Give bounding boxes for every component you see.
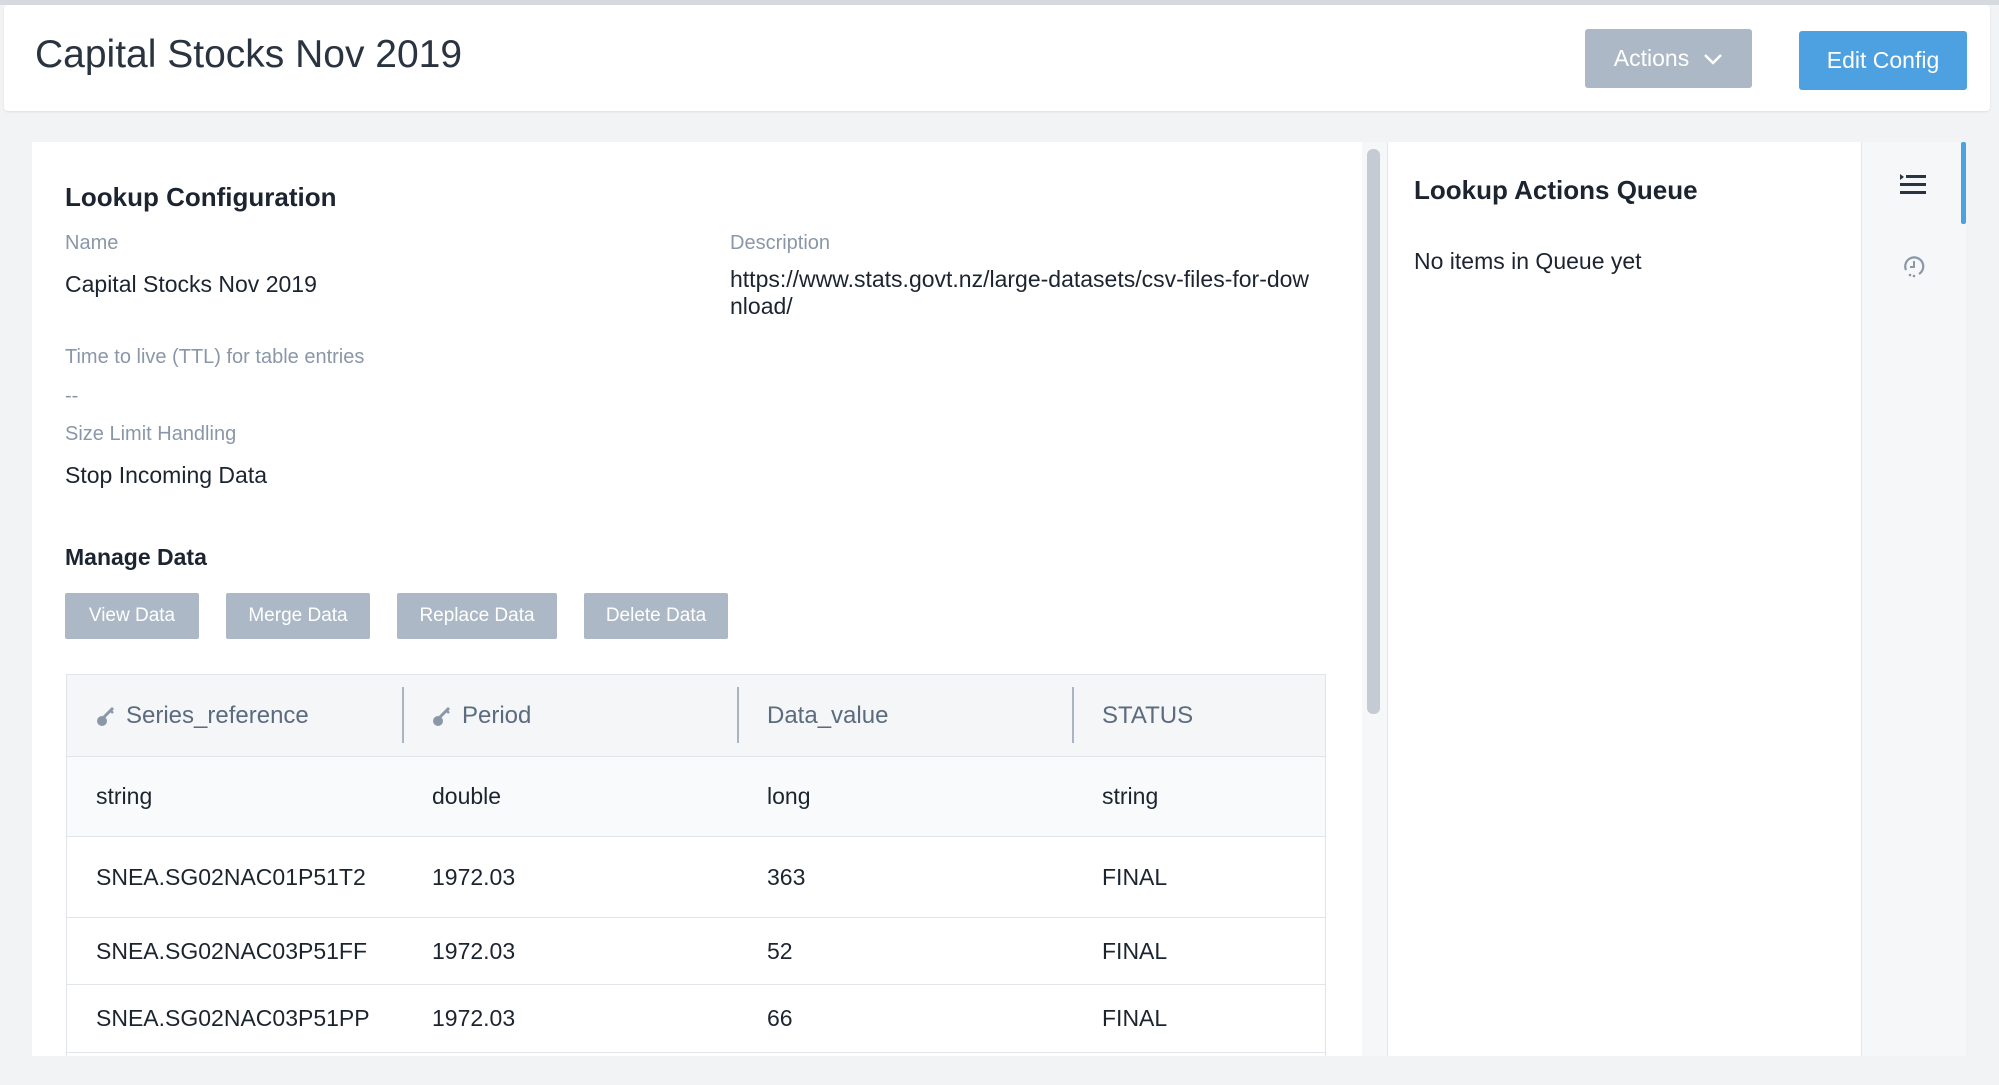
column-header-series-reference[interactable]: Series_reference <box>67 675 309 756</box>
page-header: Capital Stocks Nov 2019 <box>4 5 1990 111</box>
type-cell: string <box>1102 783 1159 809</box>
type-cell: long <box>767 783 811 809</box>
cell-data-value: 66 <box>767 1005 793 1031</box>
queue-title: Lookup Actions Queue <box>1414 175 1698 205</box>
data-table: Series_reference Period Data_value STATU… <box>66 674 1326 1056</box>
delete-data-button[interactable]: Delete Data <box>584 593 728 639</box>
column-header-data-value[interactable]: Data_value <box>767 701 889 729</box>
key-icon <box>97 706 115 726</box>
cell-data-value: 52 <box>767 937 793 964</box>
cell-series-reference: SNEA.SG02NAC01P51T2 <box>96 863 366 890</box>
view-data-button[interactable]: View Data <box>65 593 199 639</box>
cell-series-reference: SNEA.SG02NAC03P51FF <box>96 937 368 964</box>
actions-label: Actions <box>1613 45 1690 71</box>
edit-config-button[interactable]: Edit Config <box>1799 31 1967 90</box>
queue-list-icon[interactable] <box>1900 172 1926 196</box>
ttl-label: Time to live (TTL) for table entries <box>65 346 365 368</box>
ttl-value: -- <box>65 385 79 407</box>
replace-data-button[interactable]: Replace Data <box>397 593 557 639</box>
section-title: Lookup Configuration <box>65 182 337 212</box>
rail-active-indicator <box>1961 142 1966 224</box>
name-value: Capital Stocks Nov 2019 <box>65 271 317 297</box>
type-cell: string <box>96 783 153 809</box>
queue-empty-message: No items in Queue yet <box>1414 248 1642 274</box>
table-row[interactable]: SNEA.SG02NAC03P51FF 1972.03 52 FINAL <box>67 918 1325 985</box>
table-row[interactable]: SNEA.SG02NAC01P51T2 1972.03 363 FINAL <box>67 837 1325 918</box>
chevron-down-icon <box>1704 53 1723 65</box>
size-limit-value: Stop Incoming Data <box>65 462 268 488</box>
type-row: string double long string <box>67 757 1325 837</box>
page-title: Capital Stocks Nov 2019 <box>35 33 463 76</box>
cell-status: FINAL <box>1102 1005 1168 1031</box>
actions-dropdown-button[interactable]: Actions <box>1585 29 1752 88</box>
table-header-row: Series_reference Period Data_value STATU… <box>67 675 1325 757</box>
description-value: https://www.stats.govt.nz/large-datasets… <box>730 266 1310 319</box>
column-header-period[interactable]: Period <box>403 675 531 756</box>
scrollbar-thumb[interactable] <box>1367 149 1380 714</box>
column-divider[interactable] <box>402 687 404 743</box>
merge-data-button[interactable]: Merge Data <box>226 593 370 639</box>
table-row[interactable]: SNEA.SG02NAC03P51PP 1972.03 66 FINAL <box>67 985 1325 1053</box>
history-icon[interactable] <box>1902 254 1926 278</box>
cell-period: 1972.03 <box>432 1005 516 1031</box>
key-icon <box>433 706 451 726</box>
cell-data-value: 363 <box>767 863 806 890</box>
name-label: Name <box>65 232 119 254</box>
cell-period: 1972.03 <box>432 863 516 890</box>
manage-data-title: Manage Data <box>65 544 207 570</box>
cell-status: FINAL <box>1102 863 1168 890</box>
size-limit-label: Size Limit Handling <box>65 423 237 445</box>
cell-period: 1972.03 <box>432 937 516 964</box>
column-divider[interactable] <box>1072 687 1074 743</box>
lookup-actions-queue-panel: Lookup Actions Queue No items in Queue y… <box>1387 142 1861 1056</box>
description-label: Description <box>730 232 831 254</box>
type-cell: double <box>432 783 502 809</box>
side-icon-rail <box>1861 142 1966 1056</box>
column-header-status[interactable]: STATUS <box>1102 701 1194 729</box>
cell-status: FINAL <box>1102 937 1168 964</box>
column-divider[interactable] <box>737 687 739 743</box>
cell-series-reference: SNEA.SG02NAC03P51PP <box>96 1005 370 1031</box>
top-border <box>0 0 1999 5</box>
